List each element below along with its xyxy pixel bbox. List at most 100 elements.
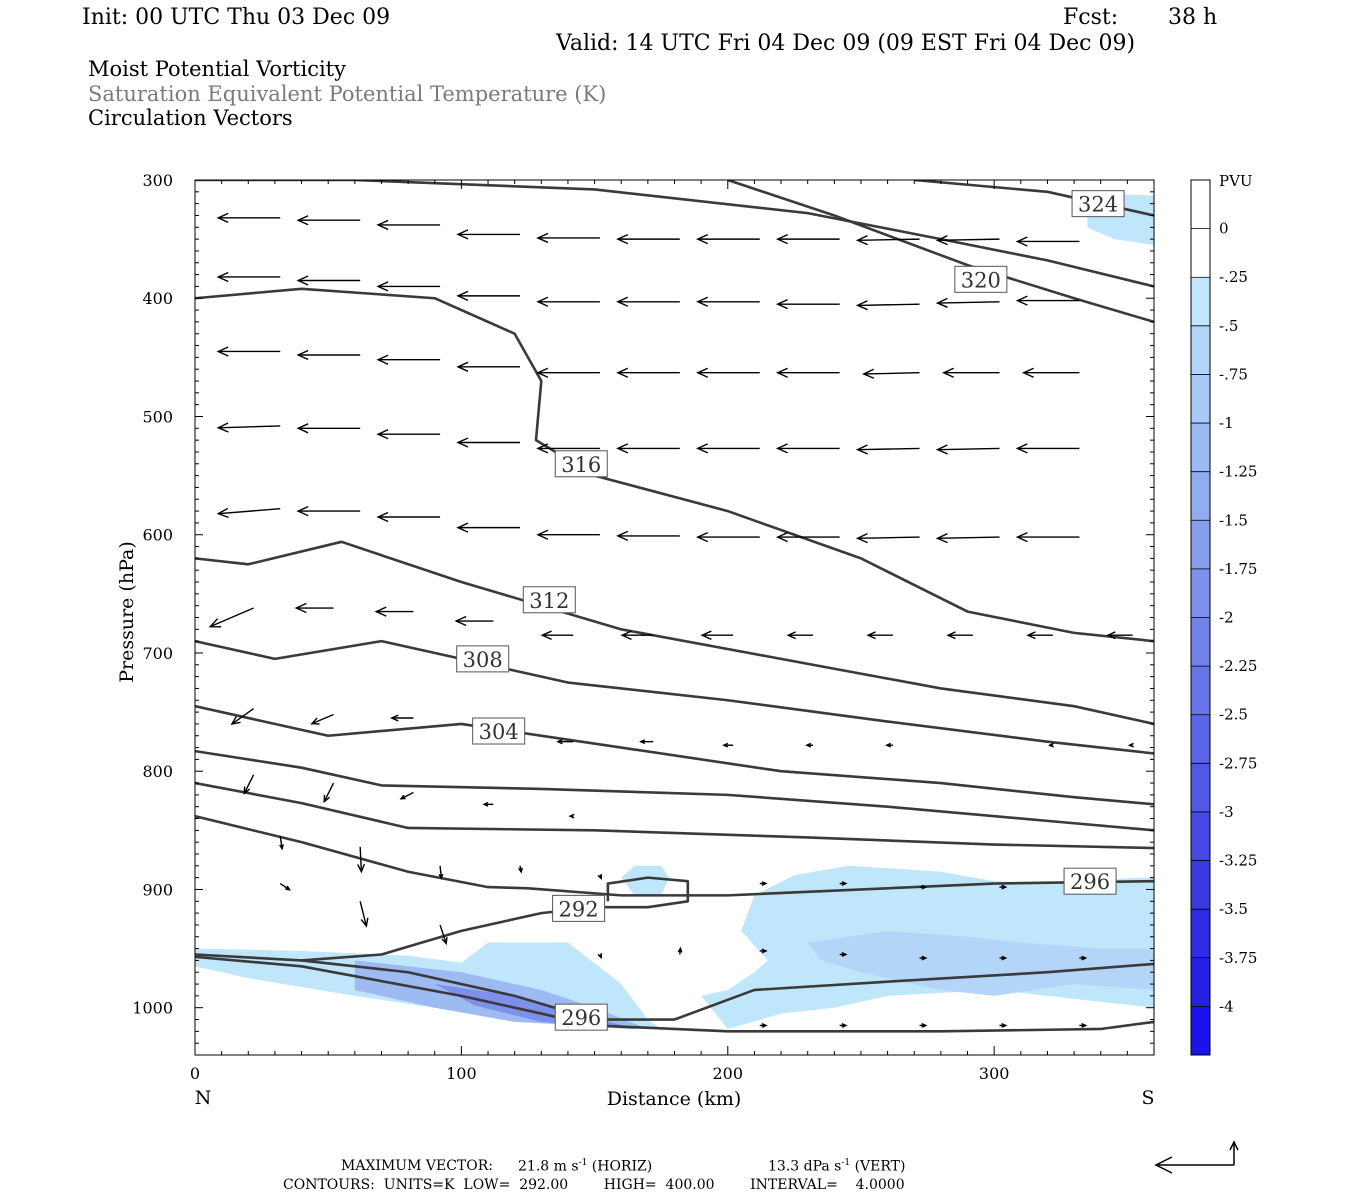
colorbar-swatch (1191, 520, 1210, 569)
circulation-vector (696, 443, 760, 454)
colorbar-label: -3 (1219, 803, 1234, 821)
circulation-vector (775, 531, 840, 543)
circulation-vector (616, 443, 680, 454)
circulation-vector (438, 865, 444, 880)
circulation-vector (855, 235, 920, 246)
circulation-vector (216, 507, 281, 519)
circulation-vector (696, 531, 760, 543)
circulation-vector (919, 955, 928, 961)
theta-es-contour (195, 180, 1154, 288)
theta-es-contour (727, 180, 1154, 324)
left-endpoint-label: N (195, 1087, 212, 1109)
colorbar-swatch (1191, 909, 1210, 958)
circulation-vector (1026, 631, 1053, 640)
colorbar-label: -2 (1219, 609, 1234, 627)
colorbar-label: -3.5 (1219, 900, 1248, 918)
contour-label: 324 (1071, 190, 1125, 218)
circulation-vector (376, 429, 441, 440)
circulation-vector (935, 533, 1000, 544)
colorbar-swatch (1191, 860, 1210, 910)
theta-es-contour (195, 781, 1154, 850)
circulation-vector (296, 349, 361, 361)
colorbar-label: -3.75 (1219, 949, 1257, 967)
circulation-vector (616, 367, 680, 378)
max-vector-horiz: 21.8 m s-1 (HORIZ) (518, 1158, 653, 1175)
colorbar-swatch (1191, 277, 1210, 326)
circulation-vector (839, 881, 848, 886)
y-tick-label: 600 (142, 526, 173, 545)
y-tick-label: 1000 (132, 999, 173, 1018)
colorbar-swatch (1191, 568, 1210, 618)
circulation-vector (454, 615, 494, 627)
circulation-vector (935, 444, 1000, 455)
circulation-vector (357, 846, 366, 874)
circulation-vector (855, 533, 920, 544)
circulation-vector (456, 437, 520, 448)
circulation-vector (296, 275, 361, 286)
colorbar-swatch (1191, 666, 1210, 715)
circulation-vector (620, 630, 654, 641)
max-vector-vert: 13.3 dPa s-1 (VERT) (768, 1158, 906, 1175)
circulation-vector (855, 300, 920, 311)
circulation-vector (536, 443, 600, 454)
svg-text:324: 324 (1078, 193, 1118, 217)
max-vector-label: MAXIMUM VECTOR: (341, 1158, 493, 1174)
colorbar-label: -.25 (1219, 268, 1248, 286)
svg-text:312: 312 (529, 589, 569, 613)
circulation-vector (456, 290, 520, 302)
y-tick-label: 800 (142, 762, 173, 781)
circulation-vector (216, 271, 281, 283)
right-endpoint-label: S (1141, 1087, 1154, 1109)
colorbar-label: 0 (1219, 220, 1229, 238)
colorbar-swatch (1191, 763, 1210, 812)
colorbar-label: -2.75 (1219, 754, 1257, 772)
circulation-vector (677, 946, 683, 955)
circulation-vector (935, 297, 1000, 308)
contour-label: 292 (552, 894, 606, 922)
colorbar-label: -3.25 (1219, 852, 1257, 870)
circulation-vector (1021, 367, 1080, 378)
theta-es-contour (195, 639, 1154, 755)
colorbar-swatch (1191, 1006, 1210, 1055)
contour-label: 296 (1063, 867, 1117, 895)
x-tick-label: 200 (713, 1064, 744, 1083)
circulation-vector (1047, 742, 1054, 748)
circulation-vector (456, 522, 520, 533)
colorbar-swatch (1191, 714, 1210, 764)
forecast-label: Fcst: (1063, 5, 1119, 30)
field-title-theta-es: Saturation Equivalent Potential Temperat… (88, 82, 607, 106)
colorbar-swatch (1191, 957, 1210, 1007)
circulation-vector (866, 631, 893, 640)
colorbar-swatch (1191, 471, 1210, 521)
circulation-vector (536, 529, 600, 540)
circulation-vector (216, 346, 281, 357)
circulation-vector (696, 233, 760, 245)
y-tick-label: 700 (142, 644, 173, 663)
circulation-vector (376, 219, 441, 231)
colorbar-label: -2.5 (1219, 706, 1248, 724)
circulation-vector (279, 836, 284, 851)
contour-label: 308 (456, 645, 510, 673)
circulation-vector (616, 530, 680, 542)
circulation-vector (296, 215, 361, 226)
circulation-vector (1015, 531, 1080, 543)
circulation-vector (597, 873, 603, 880)
circulation-vector (775, 233, 840, 245)
circulation-vector (1015, 295, 1080, 306)
circulation-vector (999, 955, 1008, 961)
colorbar-swatch (1191, 228, 1210, 278)
circulation-vector (296, 505, 361, 517)
y-tick-label: 300 (142, 171, 173, 190)
circulation-vector (775, 299, 840, 310)
colorbar-label: -1.75 (1219, 560, 1257, 578)
circulation-vector (518, 865, 523, 874)
x-tick-label: 300 (979, 1064, 1010, 1083)
circulation-vector (540, 630, 574, 641)
circulation-vector (639, 739, 654, 745)
circulation-vector (208, 607, 254, 628)
circulation-vector (439, 924, 448, 946)
circulation-vector (456, 229, 520, 240)
circulation-vector (279, 882, 291, 891)
circulation-vector (1015, 236, 1080, 247)
